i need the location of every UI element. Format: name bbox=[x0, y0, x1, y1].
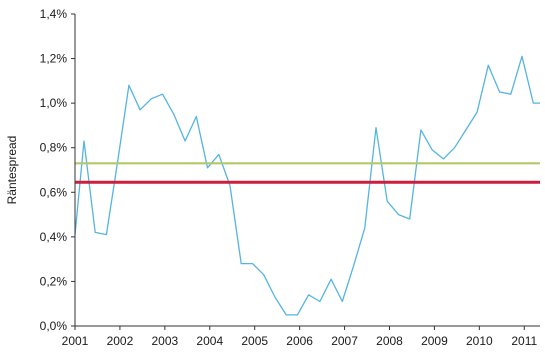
y-tick-label: 0,2% bbox=[40, 274, 68, 288]
y-tick-label: 0,6% bbox=[40, 185, 68, 199]
x-tick-label: 2011 bbox=[511, 334, 537, 348]
x-tick-label: 2008 bbox=[376, 334, 403, 348]
series-line-0 bbox=[74, 55, 540, 316]
x-tick-label: 2003 bbox=[152, 334, 179, 348]
x-tick-label: 2010 bbox=[466, 334, 493, 348]
series-layer bbox=[74, 55, 540, 316]
y-tick-label: 1,4% bbox=[40, 7, 68, 21]
x-tick-label: 2006 bbox=[286, 334, 313, 348]
x-tick-label: 2002 bbox=[107, 334, 134, 348]
x-tick-label: 2004 bbox=[196, 334, 223, 348]
x-tick-label: 2005 bbox=[241, 334, 268, 348]
x-tick-label: 2007 bbox=[331, 334, 358, 348]
y-tick-label: 1,0% bbox=[40, 96, 68, 110]
y-tick-label: 1,2% bbox=[40, 52, 68, 66]
y-tick-label: 0,8% bbox=[40, 141, 68, 155]
x-tick-label: 2009 bbox=[421, 334, 448, 348]
x-axis-ticks: 2001 2002 2003 2004 2005 2006 2007 2008 2009 2010… bbox=[62, 326, 538, 348]
y-tick-label: 0,0% bbox=[40, 319, 68, 333]
y-tick-label: 0,4% bbox=[40, 230, 68, 244]
x-tick-label: 2001 bbox=[62, 334, 89, 348]
y-axis-ticks: 0,0% 0,2% 0,4% 0,6% 0,8% 1,0% 1,2% 1,4% bbox=[40, 7, 75, 333]
y-axis-label: Räntespread bbox=[5, 136, 19, 205]
